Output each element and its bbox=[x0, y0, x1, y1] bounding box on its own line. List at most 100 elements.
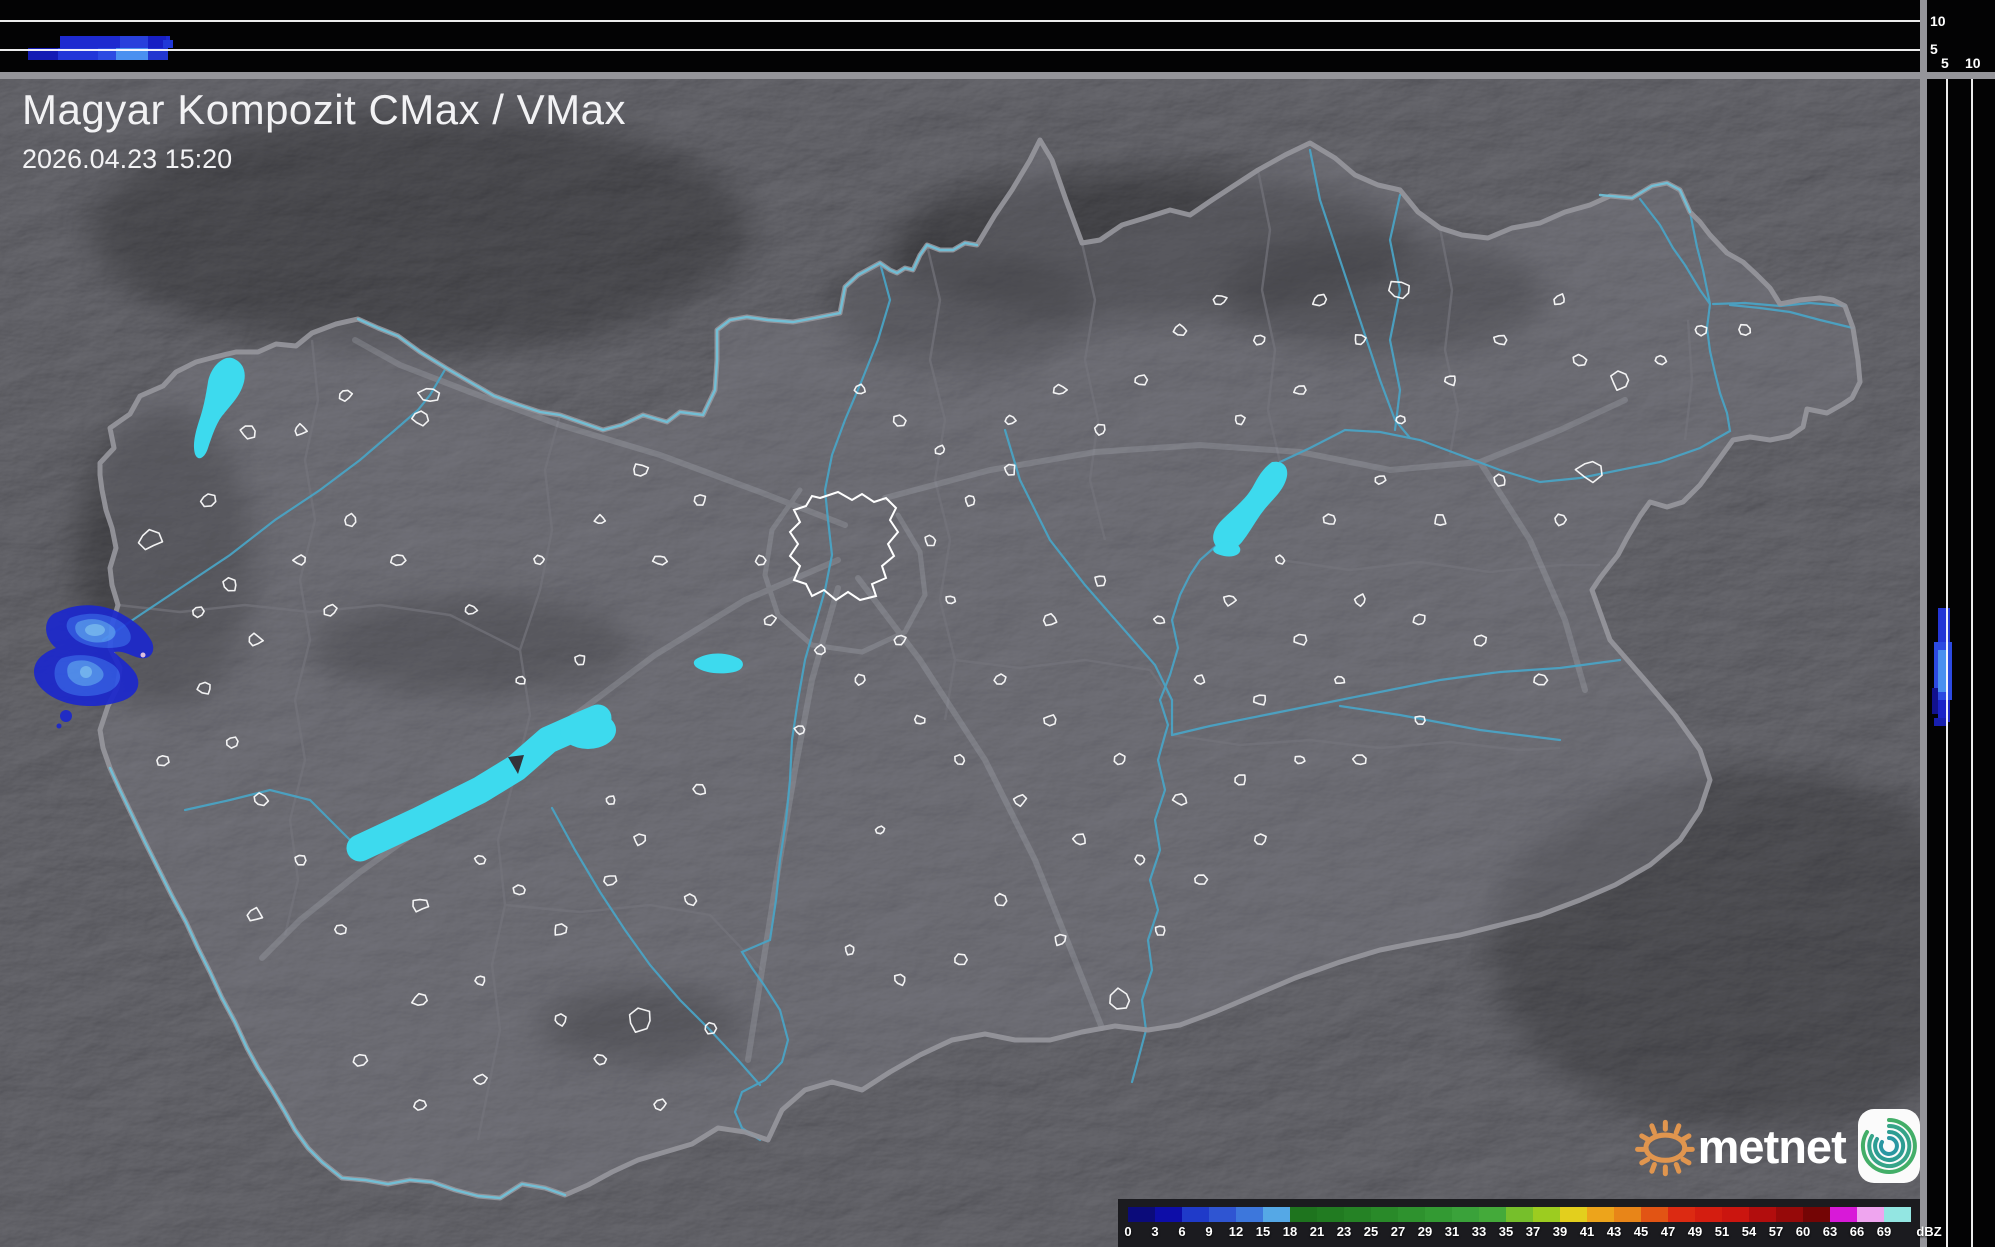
town-outline bbox=[1071, 833, 1086, 846]
town-outline bbox=[464, 604, 479, 615]
town-outline bbox=[874, 825, 886, 835]
town-outline bbox=[754, 554, 767, 566]
colorbar-tick: 63 bbox=[1822, 1224, 1838, 1239]
road-m5 bbox=[855, 575, 1105, 1031]
hungary-interior bbox=[100, 140, 1860, 1198]
right-profile-gridline-5 bbox=[1946, 79, 1948, 1247]
town-outline bbox=[1374, 475, 1387, 486]
town-outline bbox=[515, 675, 526, 685]
town-outline bbox=[1253, 833, 1267, 846]
colorbar-cell bbox=[1155, 1207, 1182, 1222]
town-outline bbox=[1434, 514, 1447, 526]
town-outline bbox=[533, 554, 545, 566]
colorbar-tick: 18 bbox=[1282, 1224, 1298, 1239]
tihany-peninsula bbox=[508, 755, 524, 774]
town-outline bbox=[1094, 575, 1107, 587]
town-outline bbox=[1294, 755, 1306, 765]
colorbar-cell bbox=[1749, 1207, 1776, 1222]
town-outline bbox=[199, 493, 217, 508]
town-outline bbox=[1134, 374, 1149, 386]
town-outline bbox=[1533, 673, 1549, 686]
sun-icon bbox=[1635, 1119, 1695, 1177]
town-outline bbox=[1194, 874, 1209, 885]
colorbar-cell bbox=[1209, 1207, 1236, 1222]
hungary-map-canvas bbox=[0, 79, 1920, 1247]
town-outline bbox=[554, 1013, 567, 1027]
town-outline bbox=[1553, 293, 1565, 306]
town-outline bbox=[1093, 423, 1106, 436]
town-outline bbox=[605, 795, 616, 805]
colorbar-tick: 9 bbox=[1205, 1224, 1213, 1239]
river-bodrog bbox=[1638, 197, 1712, 306]
town-outline bbox=[294, 854, 307, 866]
town-outline bbox=[593, 1053, 608, 1066]
town-outline bbox=[853, 383, 866, 395]
town-outline bbox=[683, 893, 698, 907]
river-sio bbox=[550, 806, 762, 1087]
town-outline bbox=[294, 422, 308, 437]
town-outline bbox=[893, 634, 907, 646]
town-outline bbox=[693, 494, 707, 506]
top-profile-echo bbox=[28, 36, 173, 60]
town-outline bbox=[1113, 752, 1126, 766]
colorbar-cell bbox=[1533, 1207, 1560, 1222]
town-outline bbox=[1354, 334, 1367, 346]
colorbar-cell bbox=[1722, 1207, 1749, 1222]
road-m1 bbox=[352, 337, 848, 528]
colorbar-tick: 35 bbox=[1498, 1224, 1514, 1239]
town-outline bbox=[246, 906, 264, 922]
town-outline bbox=[1275, 554, 1286, 565]
radar-echo-map bbox=[34, 605, 154, 729]
town-outline bbox=[1252, 694, 1267, 706]
colorbar-tick: 51 bbox=[1714, 1224, 1730, 1239]
colorbar-tick: 21 bbox=[1309, 1224, 1325, 1239]
top-profile-gridline-10 bbox=[0, 20, 1920, 22]
colorbar-tick: 57 bbox=[1768, 1224, 1784, 1239]
town-outline bbox=[192, 606, 205, 619]
town-outline bbox=[603, 875, 618, 887]
metnet-app-icon bbox=[1857, 1109, 1920, 1183]
town-outline bbox=[222, 576, 237, 592]
town-outline bbox=[593, 513, 607, 524]
town-outline bbox=[1109, 987, 1131, 1010]
town-outline bbox=[964, 494, 976, 507]
town-outline bbox=[1012, 793, 1028, 808]
town-outline bbox=[554, 923, 568, 936]
town-outline bbox=[1222, 595, 1237, 607]
lake-ferto bbox=[193, 357, 245, 459]
town-outline bbox=[1054, 933, 1067, 947]
road-m35 bbox=[1477, 459, 1588, 693]
dbz-colorbar: 0 3 6 9 12 15 18 21 23 25 27 29 31 33 35 37 39 41 43 45 47 49… bbox=[1118, 1199, 1942, 1247]
town-outline bbox=[1493, 473, 1506, 487]
colorbar-tick: 23 bbox=[1336, 1224, 1352, 1239]
metnet-logo[interactable]: metnet bbox=[1630, 1100, 1920, 1192]
colorbar-tick: 0 bbox=[1124, 1224, 1132, 1239]
town-outline bbox=[413, 1099, 428, 1111]
colorbar-tick: 25 bbox=[1363, 1224, 1379, 1239]
town-outline bbox=[651, 555, 669, 566]
river-zagyva bbox=[1003, 428, 1174, 737]
colorbar-cell bbox=[1560, 1207, 1587, 1222]
right-axis-label-10: 10 bbox=[1965, 55, 1981, 71]
river-koros2 bbox=[1338, 704, 1562, 742]
colorbar-cell bbox=[1317, 1207, 1344, 1222]
town-outline bbox=[1043, 714, 1057, 727]
right-profile-gridline-10 bbox=[1971, 79, 1973, 1247]
town-outline bbox=[993, 673, 1007, 685]
colorbar-cell bbox=[1398, 1207, 1425, 1222]
town-outline bbox=[994, 892, 1008, 907]
town-outline bbox=[633, 833, 647, 847]
colorbar-cell bbox=[1695, 1207, 1722, 1222]
town-outline bbox=[574, 654, 586, 666]
town-outline bbox=[1610, 370, 1630, 391]
colorbar-tick: 45 bbox=[1633, 1224, 1649, 1239]
town-outline bbox=[1042, 612, 1058, 627]
town-outline bbox=[411, 992, 428, 1006]
town-outline bbox=[1293, 385, 1307, 395]
mountain-shading bbox=[75, 110, 1920, 1130]
town-outline bbox=[704, 1021, 718, 1035]
town-outline bbox=[239, 425, 256, 440]
right-profile-panel bbox=[1927, 79, 1995, 1247]
map-title: Magyar Kompozit CMax / VMax bbox=[22, 86, 627, 133]
